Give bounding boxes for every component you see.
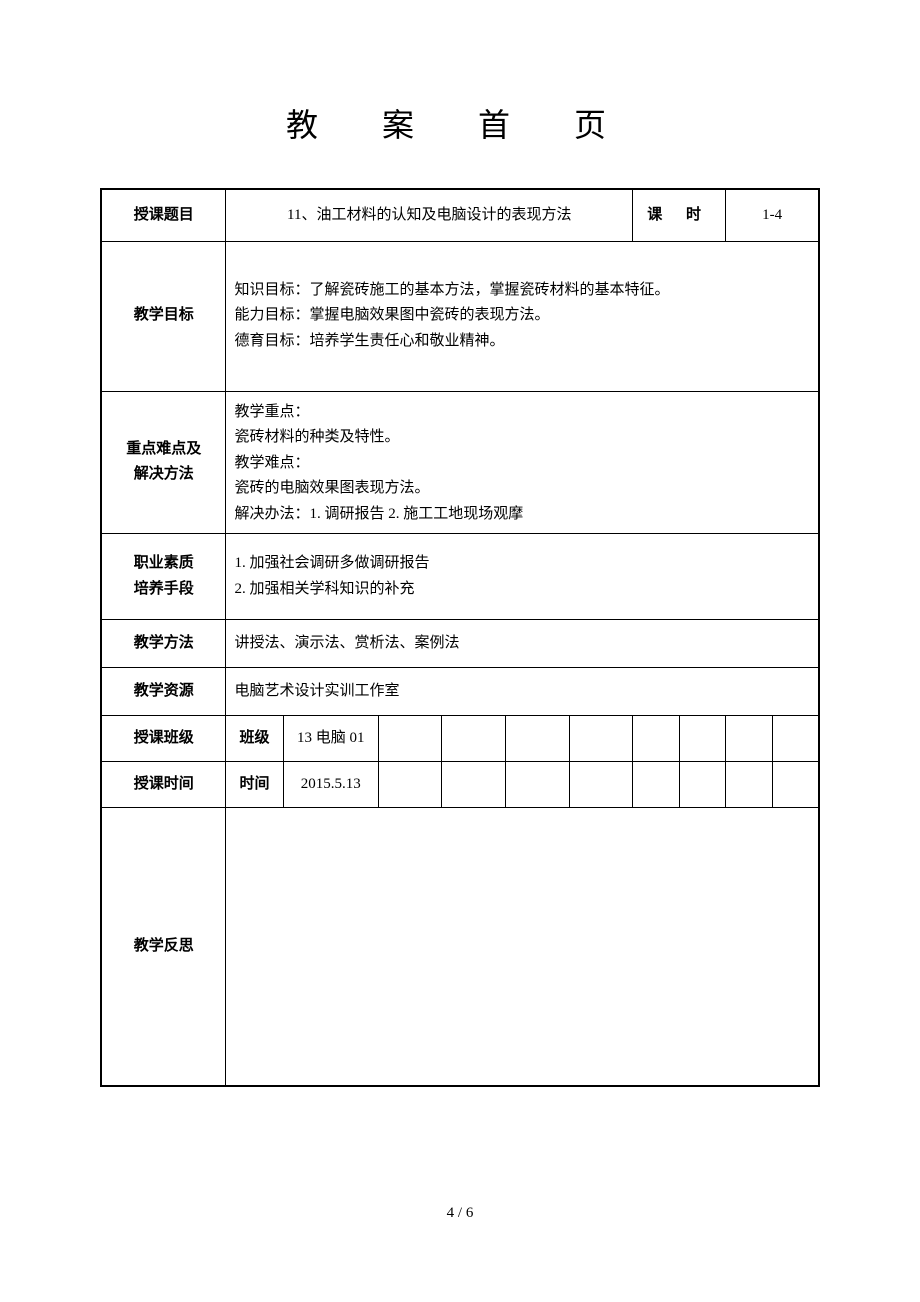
- goal-line-1: 知识目标：了解瓷砖施工的基本方法，掌握瓷砖材料的基本特征。: [234, 278, 810, 304]
- time-empty-3: [505, 762, 569, 808]
- row-method: 教学方法 讲授法、演示法、赏析法、案例法: [101, 620, 819, 668]
- row-topic: 授课题目 11、油工材料的认知及电脑设计的表现方法 课 时 1-4: [101, 189, 819, 241]
- focus-line-4: 瓷砖的电脑效果图表现方法。: [234, 476, 810, 502]
- focus-line-2: 瓷砖材料的种类及特性。: [234, 425, 810, 451]
- class-empty-2: [442, 716, 506, 762]
- goal-line-3: 德育目标：培养学生责任心和敬业精神。: [234, 329, 810, 355]
- row-quality: 职业素质 培养手段 1. 加强社会调研多做调研报告 2. 加强相关学科知识的补充: [101, 534, 819, 620]
- class-empty-8: [772, 716, 819, 762]
- value-class: 13 电脑 01: [283, 716, 378, 762]
- label-period: 课 时: [633, 189, 726, 241]
- label-topic: 授课题目: [101, 189, 226, 241]
- time-empty-1: [378, 762, 442, 808]
- label-method: 教学方法: [101, 620, 226, 668]
- time-empty-2: [442, 762, 506, 808]
- class-empty-1: [378, 716, 442, 762]
- class-empty-4: [569, 716, 633, 762]
- row-resource: 教学资源 电脑艺术设计实训工作室: [101, 668, 819, 716]
- focus-line-1: 教学重点：: [234, 400, 810, 426]
- label-focus: 重点难点及 解决方法: [101, 391, 226, 534]
- time-empty-5: [633, 762, 680, 808]
- label-reflect: 教学反思: [101, 808, 226, 1086]
- value-method: 讲授法、演示法、赏析法、案例法: [226, 620, 819, 668]
- time-empty-7: [726, 762, 773, 808]
- lesson-plan-page: 教 案 首 页 授课题目 11、油工材料的认知及电脑设计的表现方法 课 时 1-…: [0, 0, 920, 1302]
- sublabel-banji: 班级: [226, 716, 283, 762]
- value-time: 2015.5.13: [283, 762, 378, 808]
- label-resource: 教学资源: [101, 668, 226, 716]
- time-empty-6: [679, 762, 726, 808]
- label-quality: 职业素质 培养手段: [101, 534, 226, 620]
- time-empty-8: [772, 762, 819, 808]
- quality-line-1: 1. 加强社会调研多做调研报告: [234, 551, 810, 577]
- row-class: 授课班级 班级 13 电脑 01: [101, 716, 819, 762]
- label-class: 授课班级: [101, 716, 226, 762]
- class-empty-6: [679, 716, 726, 762]
- value-quality: 1. 加强社会调研多做调研报告 2. 加强相关学科知识的补充: [226, 534, 819, 620]
- value-topic: 11、油工材料的认知及电脑设计的表现方法: [226, 189, 633, 241]
- time-empty-4: [569, 762, 633, 808]
- class-empty-5: [633, 716, 680, 762]
- lesson-plan-table: 授课题目 11、油工材料的认知及电脑设计的表现方法 课 时 1-4 教学目标 知…: [100, 188, 820, 1087]
- row-time: 授课时间 时间 2015.5.13: [101, 762, 819, 808]
- label-time: 授课时间: [101, 762, 226, 808]
- class-empty-7: [726, 716, 773, 762]
- row-focus: 重点难点及 解决方法 教学重点： 瓷砖材料的种类及特性。 教学难点： 瓷砖的电脑…: [101, 391, 819, 534]
- focus-line-5: 解决办法：1. 调研报告 2. 施工工地现场观摩: [234, 502, 810, 528]
- sublabel-shijian: 时间: [226, 762, 283, 808]
- value-focus: 教学重点： 瓷砖材料的种类及特性。 教学难点： 瓷砖的电脑效果图表现方法。 解决…: [226, 391, 819, 534]
- goal-line-2: 能力目标：掌握电脑效果图中瓷砖的表现方法。: [234, 303, 810, 329]
- page-title: 教 案 首 页: [100, 100, 820, 146]
- value-resource: 电脑艺术设计实训工作室: [226, 668, 819, 716]
- quality-line-2: 2. 加强相关学科知识的补充: [234, 577, 810, 603]
- focus-line-3: 教学难点：: [234, 451, 810, 477]
- class-empty-3: [505, 716, 569, 762]
- row-reflect: 教学反思: [101, 808, 819, 1086]
- value-period: 1-4: [726, 189, 819, 241]
- row-goal: 教学目标 知识目标：了解瓷砖施工的基本方法，掌握瓷砖材料的基本特征。 能力目标：…: [101, 241, 819, 391]
- page-footer: 4 / 6: [0, 1205, 920, 1222]
- label-goal: 教学目标: [101, 241, 226, 391]
- value-goal: 知识目标：了解瓷砖施工的基本方法，掌握瓷砖材料的基本特征。 能力目标：掌握电脑效…: [226, 241, 819, 391]
- value-reflect: [226, 808, 819, 1086]
